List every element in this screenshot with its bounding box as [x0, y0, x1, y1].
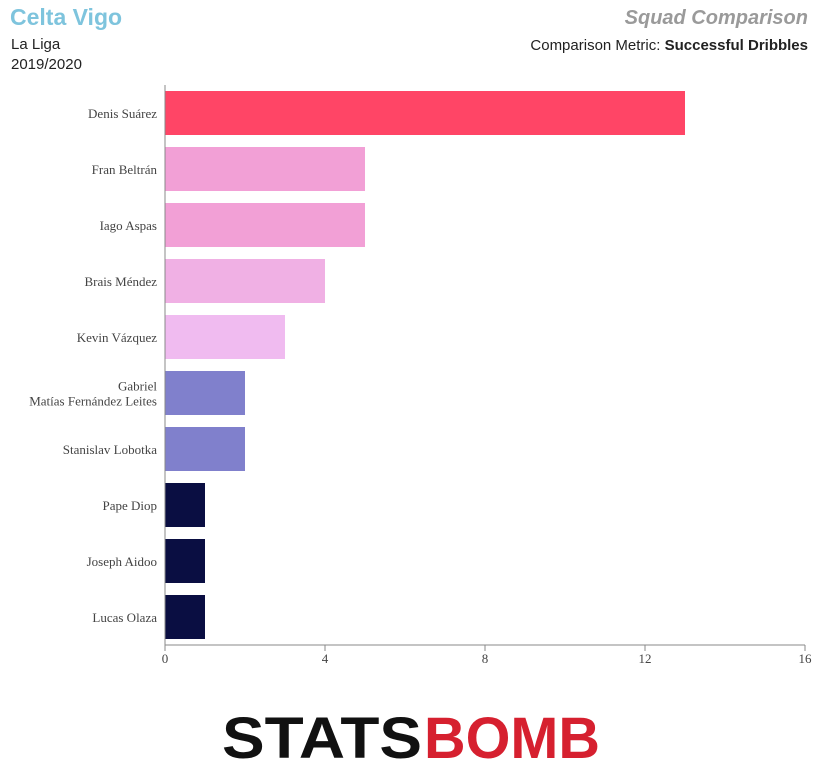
season-label: 2019/2020: [11, 56, 82, 73]
bar: [165, 483, 205, 527]
bar: [165, 427, 245, 471]
bar: [165, 595, 205, 639]
x-tick-label: 16: [799, 651, 813, 666]
x-tick-label: 12: [639, 651, 652, 666]
y-tick-label: Fran Beltrán: [92, 162, 158, 177]
bar: [165, 371, 245, 415]
metric-label: Comparison Metric:: [530, 37, 661, 54]
x-tick-label: 4: [322, 651, 329, 666]
y-tick-label: Stanislav Lobotka: [63, 442, 157, 457]
y-tick-label: Denis Suárez: [88, 106, 157, 121]
bar-chart: Denis Suárez Fran Beltrán Iago Aspas Brais …: [29, 85, 813, 666]
league-name: La Liga: [11, 36, 61, 53]
bar: [165, 147, 365, 191]
bar: [165, 315, 285, 359]
bar: [165, 203, 365, 247]
x-tick-label: 8: [482, 651, 489, 666]
y-tick-label: Lucas Olaza: [92, 610, 157, 625]
team-name: Celta Vigo: [10, 4, 123, 30]
y-tick-label: Pape Diop: [102, 498, 157, 513]
logo-stats-text: STATS: [222, 708, 422, 766]
y-tick-label: Iago Aspas: [100, 218, 157, 233]
y-tick-label: Joseph Aidoo: [87, 554, 157, 569]
y-tick-label: Brais Méndez: [84, 274, 157, 289]
y-tick-label: Gabriel Matías Fernández Leites: [29, 379, 157, 409]
bar: [165, 91, 685, 135]
y-tick-label: Kevin Vázquez: [77, 330, 157, 345]
logo-bomb-text: BOMB: [424, 708, 600, 766]
chart-title: Squad Comparison: [624, 7, 808, 29]
comparison-metric: Comparison Metric: Successful Dribbles: [530, 37, 808, 54]
x-tick-label: 0: [162, 651, 169, 666]
metric-value: Successful Dribbles: [664, 37, 808, 54]
statsbomb-logo: STATS BOMB: [222, 708, 600, 766]
bar: [165, 259, 325, 303]
bar: [165, 539, 205, 583]
